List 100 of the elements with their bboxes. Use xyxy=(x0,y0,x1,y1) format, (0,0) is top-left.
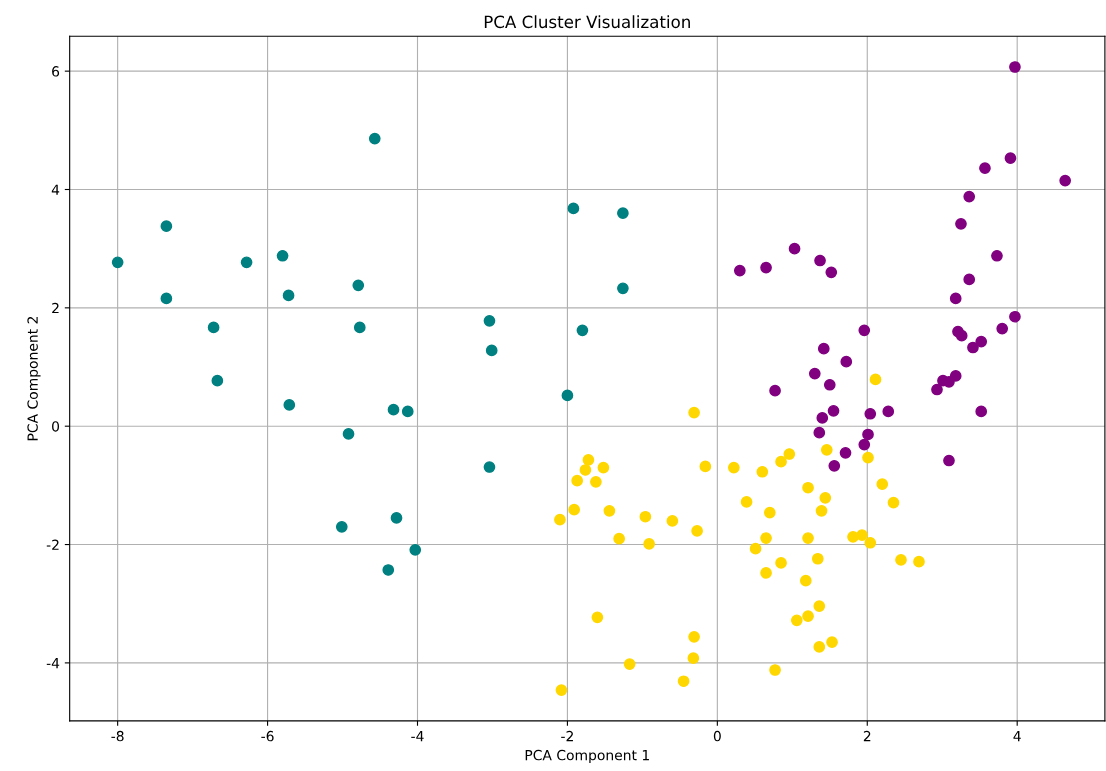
point xyxy=(240,256,253,269)
point xyxy=(643,538,655,550)
point xyxy=(603,504,616,517)
point xyxy=(967,341,979,354)
point xyxy=(613,532,625,545)
point xyxy=(342,428,355,440)
point xyxy=(943,454,955,467)
point xyxy=(828,459,841,472)
point xyxy=(931,383,943,396)
x-tick-label: -2 xyxy=(561,730,573,742)
point xyxy=(816,412,829,424)
point xyxy=(677,675,690,688)
point xyxy=(160,220,173,233)
point xyxy=(576,324,589,337)
point xyxy=(864,407,877,420)
point xyxy=(387,403,400,416)
point xyxy=(882,405,895,418)
point xyxy=(623,658,636,670)
point xyxy=(335,520,348,533)
point xyxy=(775,455,787,468)
point xyxy=(862,451,874,464)
x-tick-label: 2 xyxy=(863,730,871,742)
point xyxy=(1009,61,1021,73)
point xyxy=(554,513,566,526)
point xyxy=(617,207,629,220)
point xyxy=(555,684,568,696)
point xyxy=(827,404,840,417)
point xyxy=(825,266,838,279)
point xyxy=(368,132,381,145)
point xyxy=(802,610,814,622)
point xyxy=(687,652,700,665)
y-axis-title: PCA Component 2 xyxy=(27,317,41,441)
point xyxy=(813,426,826,439)
point xyxy=(1004,152,1017,164)
point xyxy=(955,217,967,230)
x-tick-label: 0 xyxy=(713,730,721,742)
point xyxy=(813,600,826,612)
point xyxy=(775,557,787,569)
x-tick-label: -4 xyxy=(411,731,424,742)
point xyxy=(783,448,796,460)
point xyxy=(869,373,882,386)
point xyxy=(1059,174,1072,187)
point xyxy=(401,405,414,418)
point xyxy=(160,292,173,305)
point xyxy=(840,355,853,368)
point xyxy=(111,256,124,269)
chart-title: PCA Cluster Visualization xyxy=(484,15,690,29)
point xyxy=(597,461,610,474)
point xyxy=(817,342,830,355)
point xyxy=(887,496,900,509)
point xyxy=(568,503,581,516)
point xyxy=(864,536,877,549)
point xyxy=(571,474,584,487)
y-tick-label: -2 xyxy=(46,539,59,550)
y-tick-label: 4 xyxy=(51,184,60,195)
point xyxy=(691,525,703,537)
x-tick-label: -8 xyxy=(111,730,124,742)
point xyxy=(639,510,652,523)
point xyxy=(876,478,889,491)
point xyxy=(276,249,289,262)
point xyxy=(975,335,988,348)
point xyxy=(856,529,868,541)
point xyxy=(688,631,700,643)
point xyxy=(733,264,746,277)
point xyxy=(352,279,365,292)
y-tick-label: 2 xyxy=(52,302,59,314)
point xyxy=(811,552,824,565)
y-tick-label: 0 xyxy=(52,421,60,432)
point xyxy=(955,329,968,342)
point xyxy=(699,460,712,473)
point xyxy=(1009,310,1021,323)
point xyxy=(808,367,821,380)
point xyxy=(799,574,812,587)
point xyxy=(727,461,740,474)
point xyxy=(815,504,828,517)
point xyxy=(353,321,366,334)
point xyxy=(963,273,976,286)
point xyxy=(913,555,925,568)
point xyxy=(858,324,871,337)
point xyxy=(826,636,838,649)
point xyxy=(991,249,1003,262)
point xyxy=(483,315,496,327)
point xyxy=(756,465,769,478)
point xyxy=(582,454,595,466)
point xyxy=(790,614,803,627)
point xyxy=(382,564,395,576)
point xyxy=(207,321,220,334)
point xyxy=(802,532,814,544)
point xyxy=(740,496,753,508)
point xyxy=(485,344,498,357)
point xyxy=(760,567,772,579)
point xyxy=(813,641,826,653)
point xyxy=(862,428,874,441)
point xyxy=(763,506,776,519)
point xyxy=(769,664,781,676)
y-tick-label: -4 xyxy=(46,658,60,669)
point xyxy=(820,444,833,456)
point xyxy=(749,542,762,555)
point xyxy=(769,384,781,397)
point xyxy=(823,378,836,391)
